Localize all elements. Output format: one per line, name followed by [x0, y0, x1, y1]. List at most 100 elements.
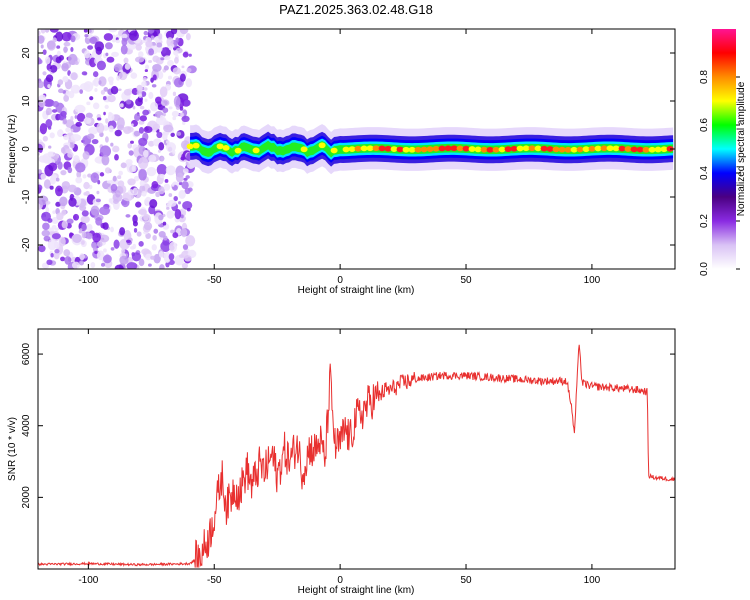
- band-peak: [360, 145, 368, 152]
- noise-speckle: [173, 195, 178, 202]
- noise-speckle: [145, 40, 153, 48]
- snr-y-tick-label: 6000: [21, 343, 32, 366]
- noise-speckle: [145, 64, 150, 70]
- noise-speckle: [103, 87, 109, 92]
- noise-speckle: [48, 145, 52, 149]
- noise-speckle: [70, 47, 74, 53]
- noise-speckle: [114, 154, 119, 161]
- noise-speckle: [49, 132, 55, 139]
- band-peak: [492, 146, 500, 153]
- noise-speckle: [132, 105, 136, 110]
- noise-speckle: [120, 44, 128, 55]
- noise-speckle: [102, 95, 107, 101]
- band-peak: [366, 145, 374, 152]
- noise-speckle: [103, 248, 107, 253]
- noise-speckle: [55, 56, 62, 64]
- noise-speckle: [105, 42, 113, 50]
- noise-speckle: [172, 91, 177, 97]
- band-peak: [480, 146, 488, 153]
- noise-speckle: [44, 164, 54, 177]
- noise-speckle: [181, 262, 189, 269]
- noise-speckle: [159, 173, 165, 179]
- spectrogram-y-tick-label: -20: [21, 237, 32, 252]
- noise-speckle: [88, 126, 99, 135]
- noise-speckle: [134, 113, 141, 122]
- noise-speckle: [138, 208, 148, 215]
- band-peak: [564, 146, 572, 153]
- noise-speckle: [159, 86, 168, 98]
- noise-speckle: [112, 175, 117, 182]
- noise-speckle: [148, 59, 153, 63]
- spectrogram-x-tick-label: 100: [584, 275, 601, 286]
- noise-speckle: [98, 80, 102, 85]
- noise-speckle: [135, 201, 142, 208]
- snr-x-tick-label: 50: [460, 575, 472, 586]
- noise-speckle: [56, 50, 61, 57]
- noise-speckle: [184, 255, 192, 262]
- noise-speckle: [52, 210, 56, 214]
- noise-speckle: [63, 94, 70, 102]
- noise-speckle: [123, 57, 129, 64]
- noise-speckle: [147, 29, 155, 34]
- noise-speckle: [69, 232, 73, 237]
- band-peak: [498, 146, 506, 153]
- noise-speckle: [42, 222, 50, 231]
- band-peak: [504, 146, 512, 153]
- colorbar-ticks: 0.0 0.2 0.4 0.6 0.8: [699, 70, 740, 276]
- noise-speckle: [174, 209, 182, 220]
- band-peak: [444, 145, 452, 152]
- band-peak: [396, 146, 404, 153]
- noise-speckle: [99, 172, 105, 177]
- snr-panel: -100 -50 0 50 100 2000 4000 6000 Height of str…: [7, 328, 676, 596]
- noise-speckle: [103, 33, 114, 41]
- noise-speckle: [38, 30, 41, 36]
- noise-speckle: [152, 234, 157, 241]
- noise-speckle: [148, 91, 154, 99]
- noise-speckle: [83, 29, 88, 33]
- noise-speckle: [151, 180, 159, 189]
- noise-speckle: [144, 98, 148, 102]
- noise-speckle: [142, 109, 150, 116]
- noise-speckle: [75, 162, 86, 173]
- noise-speckle: [69, 72, 79, 81]
- noise-speckle: [158, 231, 166, 238]
- noise-speckle: [63, 134, 70, 141]
- snr-series-line: [38, 344, 675, 568]
- noise-speckle: [120, 200, 128, 206]
- noise-speckle: [142, 76, 147, 81]
- noise-speckle: [168, 45, 173, 51]
- noise-speckle: [143, 213, 149, 221]
- noise-speckle: [183, 99, 191, 107]
- noise-speckle: [138, 120, 145, 125]
- noise-speckle: [38, 184, 43, 192]
- noise-speckle: [116, 117, 125, 129]
- noise-speckle: [158, 186, 165, 195]
- noise-speckle: [108, 125, 114, 133]
- noise-speckle: [81, 240, 85, 245]
- band-peak: [630, 146, 638, 153]
- noise-speckle: [74, 60, 79, 65]
- noise-speckle: [100, 262, 106, 267]
- noise-speckle: [97, 117, 102, 121]
- band-peak: [426, 146, 434, 152]
- noise-speckle: [82, 151, 90, 160]
- noise-speckle: [137, 95, 143, 103]
- band-peak: [624, 146, 632, 152]
- noise-speckle: [38, 80, 44, 89]
- noise-speckle: [70, 35, 76, 43]
- noise-speckle: [39, 123, 48, 135]
- band-peak: [594, 145, 602, 152]
- noise-speckle: [160, 240, 171, 252]
- noise-speckle: [96, 190, 100, 195]
- noise-speckle: [121, 33, 128, 39]
- spectrogram-noise-region: [38, 29, 197, 269]
- noise-speckle: [41, 211, 51, 222]
- noise-speckle: [89, 36, 98, 44]
- noise-speckle: [168, 193, 173, 198]
- noise-speckle: [178, 201, 182, 205]
- band-peak: [522, 145, 530, 152]
- noise-speckle: [38, 35, 45, 44]
- noise-speckle: [150, 101, 159, 112]
- noise-speckle: [158, 33, 163, 40]
- noise-speckle: [152, 63, 162, 72]
